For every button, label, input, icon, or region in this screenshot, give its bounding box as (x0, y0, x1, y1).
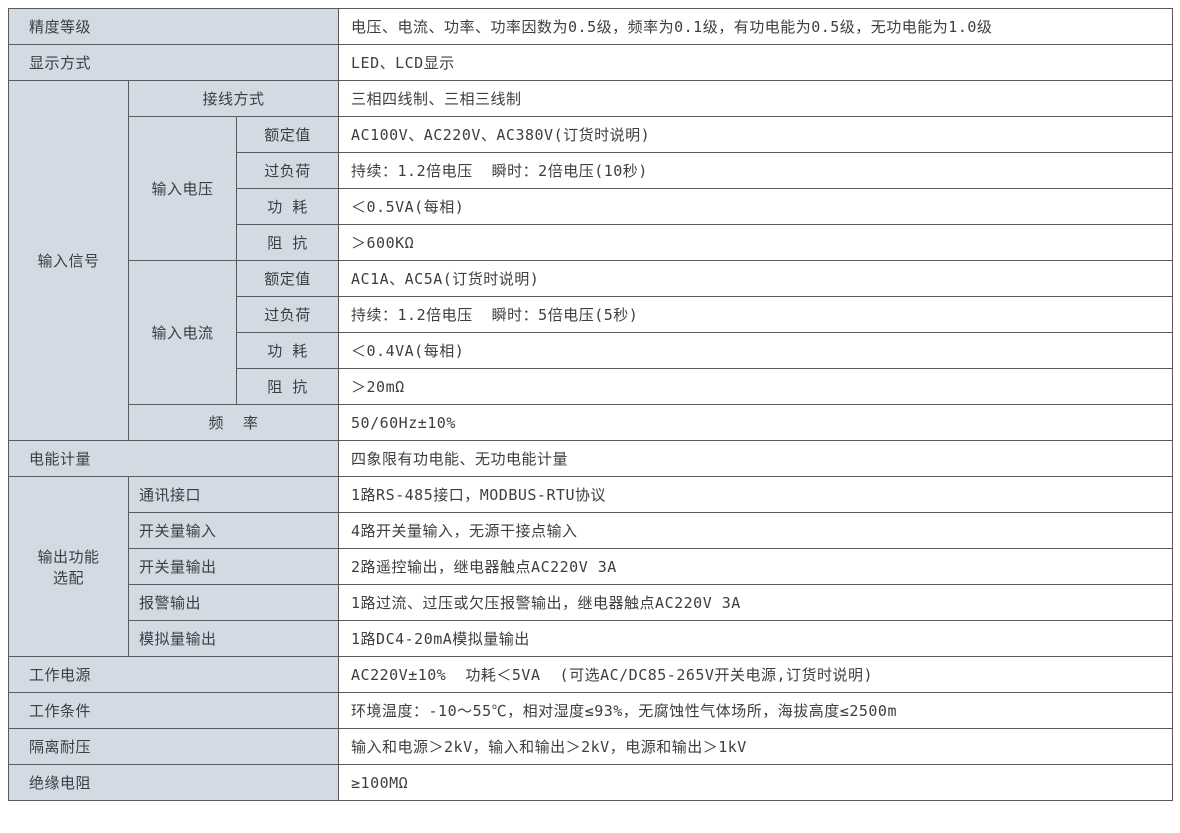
label-current-overload: 过负荷 (237, 297, 339, 333)
label-cond: 工作条件 (9, 693, 339, 729)
value-voltage-rated: AC100V、AC220V、AC380V(订货时说明) (339, 117, 1173, 153)
label-voltage-power: 功 耗 (237, 189, 339, 225)
label-output-opt-line2: 选配 (19, 567, 118, 588)
value-dout: 2路遥控输出，继电器触点AC220V 3A (339, 549, 1173, 585)
label-isol: 隔离耐压 (9, 729, 339, 765)
row-insul: 绝缘电阻 ≥100MΩ (9, 765, 1173, 801)
row-wiring: 输入信号 接线方式 三相四线制、三相三线制 (9, 81, 1173, 117)
label-voltage-rated: 额定值 (237, 117, 339, 153)
label-power: 工作电源 (9, 657, 339, 693)
label-voltage: 输入电压 (129, 117, 237, 261)
value-din: 4路开关量输入，无源干接点输入 (339, 513, 1173, 549)
value-voltage-overload: 持续：1.2倍电压 瞬时：2倍电压(10秒) (339, 153, 1173, 189)
value-accuracy: 电压、电流、功率、功率因数为0.5级，频率为0.1级，有功电能为0.5级，无功电… (339, 9, 1173, 45)
value-comm: 1路RS-485接口，MODBUS-RTU协议 (339, 477, 1173, 513)
label-dout: 开关量输出 (129, 549, 339, 585)
value-analog: 1路DC4-20mA模拟量输出 (339, 621, 1173, 657)
spec-table: 精度等级 电压、电流、功率、功率因数为0.5级，频率为0.1级，有功电能为0.5… (8, 8, 1173, 801)
value-alarm: 1路过流、过压或欠压报警输出，继电器触点AC220V 3A (339, 585, 1173, 621)
value-isol: 输入和电源＞2kV，输入和输出＞2kV，电源和输出＞1kV (339, 729, 1173, 765)
label-output-opt: 输出功能 选配 (9, 477, 129, 657)
label-current-rated: 额定值 (237, 261, 339, 297)
value-freq: 50/60Hz±10% (339, 405, 1173, 441)
value-current-overload: 持续：1.2倍电压 瞬时：5倍电压(5秒) (339, 297, 1173, 333)
label-current: 输入电流 (129, 261, 237, 405)
label-insul: 绝缘电阻 (9, 765, 339, 801)
value-current-power: ＜0.4VA(每相) (339, 333, 1173, 369)
label-current-power: 功 耗 (237, 333, 339, 369)
row-isol: 隔离耐压 输入和电源＞2kV，输入和输出＞2kV，电源和输出＞1kV (9, 729, 1173, 765)
label-input-signal: 输入信号 (9, 81, 129, 441)
value-energy: 四象限有功电能、无功电能计量 (339, 441, 1173, 477)
label-comm: 通讯接口 (129, 477, 339, 513)
value-cond: 环境温度：-10～55℃，相对湿度≤93%，无腐蚀性气体场所，海拔高度≤2500… (339, 693, 1173, 729)
value-display: LED、LCD显示 (339, 45, 1173, 81)
label-accuracy: 精度等级 (9, 9, 339, 45)
row-cond: 工作条件 环境温度：-10～55℃，相对湿度≤93%，无腐蚀性气体场所，海拔高度… (9, 693, 1173, 729)
row-accuracy: 精度等级 电压、电流、功率、功率因数为0.5级，频率为0.1级，有功电能为0.5… (9, 9, 1173, 45)
row-dout: 开关量输出 2路遥控输出，继电器触点AC220V 3A (9, 549, 1173, 585)
label-freq: 频 率 (129, 405, 339, 441)
label-current-imped: 阻 抗 (237, 369, 339, 405)
value-voltage-imped: ＞600KΩ (339, 225, 1173, 261)
value-voltage-power: ＜0.5VA(每相) (339, 189, 1173, 225)
row-energy: 电能计量 四象限有功电能、无功电能计量 (9, 441, 1173, 477)
row-din: 开关量输入 4路开关量输入，无源干接点输入 (9, 513, 1173, 549)
label-voltage-overload: 过负荷 (237, 153, 339, 189)
label-output-opt-line1: 输出功能 (19, 546, 118, 567)
label-alarm: 报警输出 (129, 585, 339, 621)
value-power: AC220V±10% 功耗＜5VA (可选AC/DC85-265V开关电源,订货… (339, 657, 1173, 693)
label-din: 开关量输入 (129, 513, 339, 549)
value-current-imped: ＞20mΩ (339, 369, 1173, 405)
row-alarm: 报警输出 1路过流、过压或欠压报警输出，继电器触点AC220V 3A (9, 585, 1173, 621)
row-analog: 模拟量输出 1路DC4-20mA模拟量输出 (9, 621, 1173, 657)
label-display: 显示方式 (9, 45, 339, 81)
label-analog: 模拟量输出 (129, 621, 339, 657)
row-display: 显示方式 LED、LCD显示 (9, 45, 1173, 81)
row-freq: 频 率 50/60Hz±10% (9, 405, 1173, 441)
value-current-rated: AC1A、AC5A(订货时说明) (339, 261, 1173, 297)
row-current-rated: 输入电流 额定值 AC1A、AC5A(订货时说明) (9, 261, 1173, 297)
row-comm: 输出功能 选配 通讯接口 1路RS-485接口，MODBUS-RTU协议 (9, 477, 1173, 513)
row-voltage-rated: 输入电压 额定值 AC100V、AC220V、AC380V(订货时说明) (9, 117, 1173, 153)
label-wiring: 接线方式 (129, 81, 339, 117)
value-wiring: 三相四线制、三相三线制 (339, 81, 1173, 117)
label-energy: 电能计量 (9, 441, 339, 477)
label-voltage-imped: 阻 抗 (237, 225, 339, 261)
row-power: 工作电源 AC220V±10% 功耗＜5VA (可选AC/DC85-265V开关… (9, 657, 1173, 693)
value-insul: ≥100MΩ (339, 765, 1173, 801)
